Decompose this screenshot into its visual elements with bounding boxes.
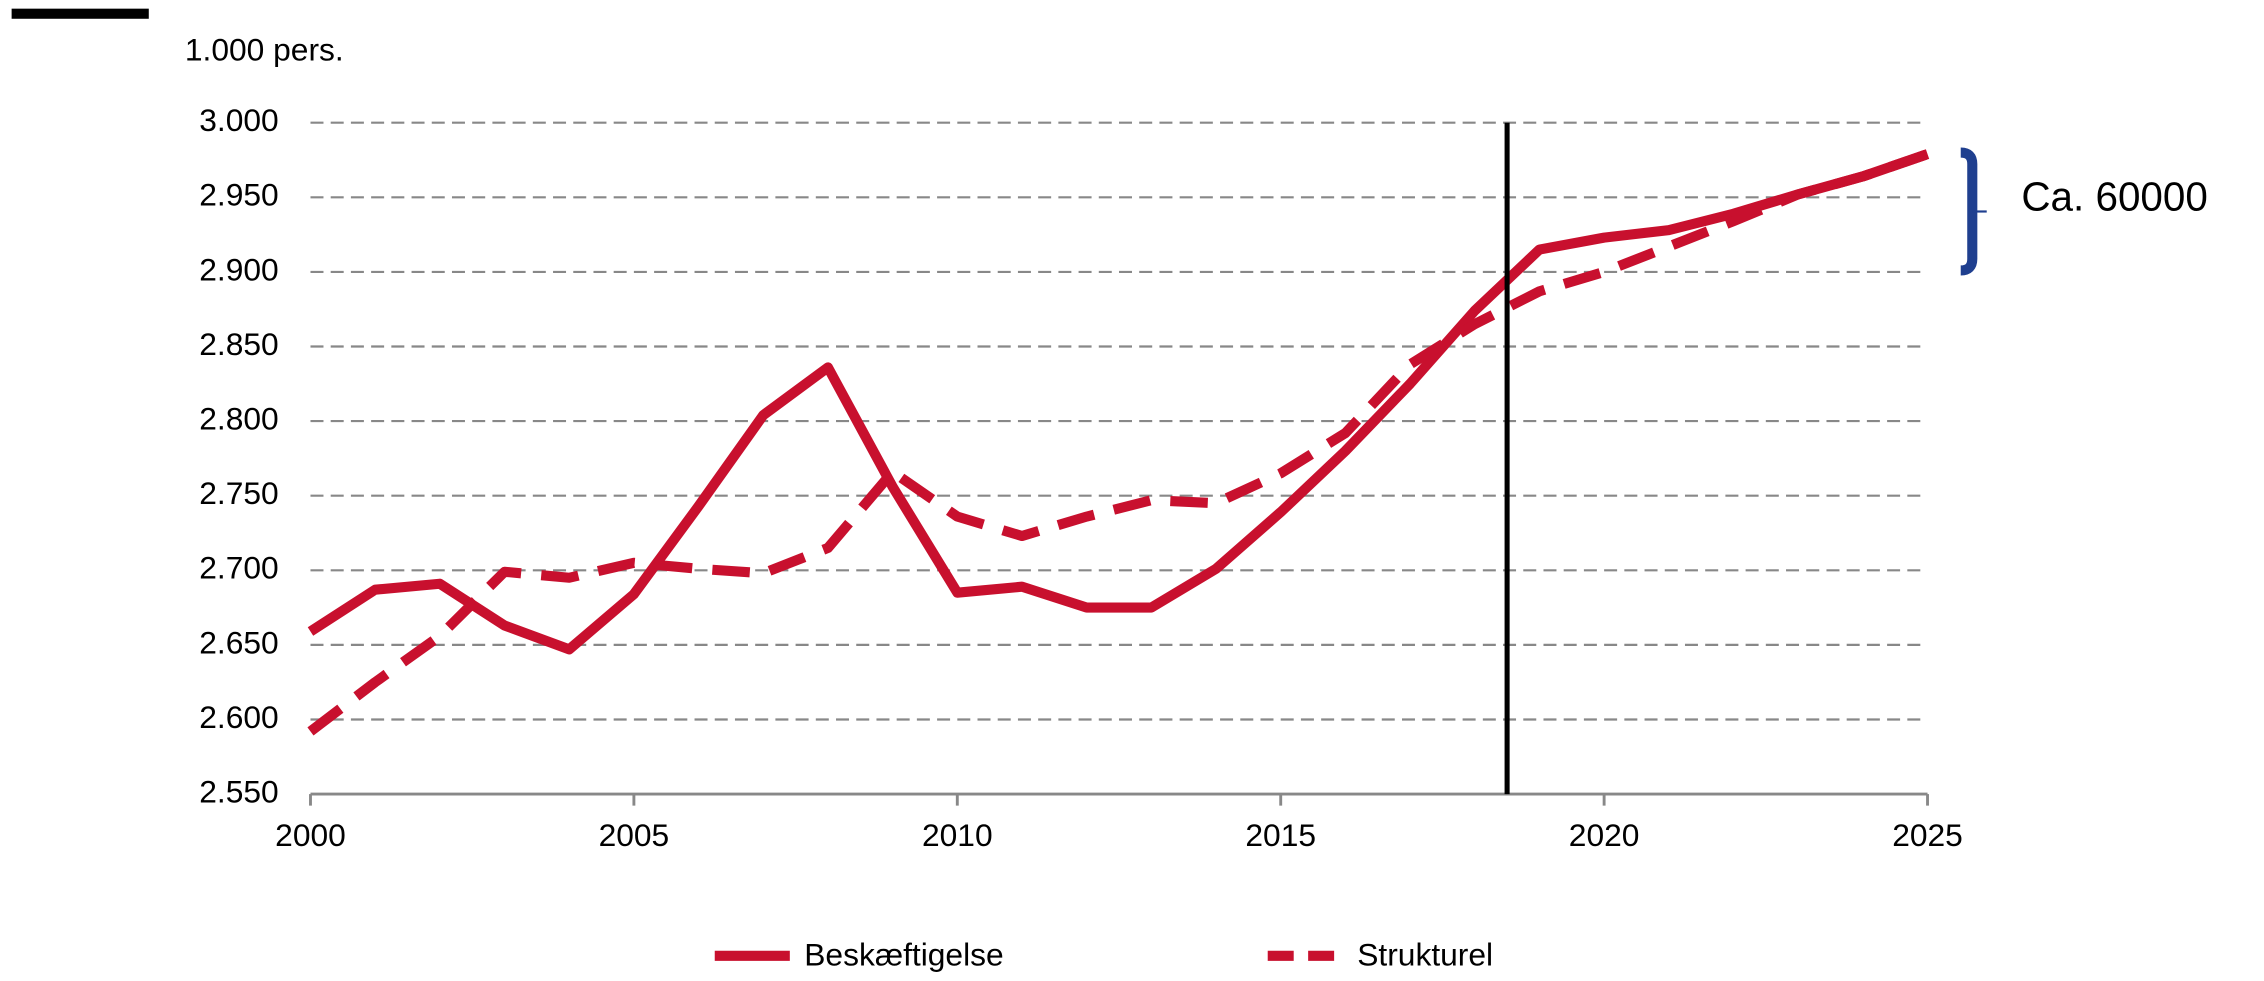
decoration-bar xyxy=(11,8,149,19)
y-tick-label: 2.850 xyxy=(199,326,278,362)
x-tick-label: 2005 xyxy=(599,817,670,853)
x-tick-label: 2015 xyxy=(1245,817,1316,853)
y-tick-label: 2.900 xyxy=(199,251,278,287)
x-tick-label: 2010 xyxy=(922,817,993,853)
x-tick-label: 2020 xyxy=(1569,817,1640,853)
y-tick-label: 2.800 xyxy=(199,400,278,436)
annotation: Ca. 60000 xyxy=(2021,174,2207,220)
y-tick-label: 2.700 xyxy=(199,550,278,586)
x-tick-label: 2000 xyxy=(275,817,346,853)
y-tick-label: 2.950 xyxy=(199,177,278,213)
series-line xyxy=(307,149,1930,736)
series-line xyxy=(307,149,1930,655)
x-tick-label: 2025 xyxy=(1892,817,1963,853)
legend-label: Beskæftigelse xyxy=(804,937,1003,973)
y-tick-label: 2.550 xyxy=(199,773,278,809)
y-tick-label: 3.000 xyxy=(199,102,278,138)
y-unit-label: 1.000 pers. xyxy=(185,31,344,67)
bracket xyxy=(1960,147,1978,276)
y-tick-label: 2.650 xyxy=(199,624,278,660)
legend-label: Strukturel xyxy=(1357,937,1493,973)
y-tick-label: 2.750 xyxy=(199,475,278,511)
y-tick-label: 2.600 xyxy=(199,699,278,735)
